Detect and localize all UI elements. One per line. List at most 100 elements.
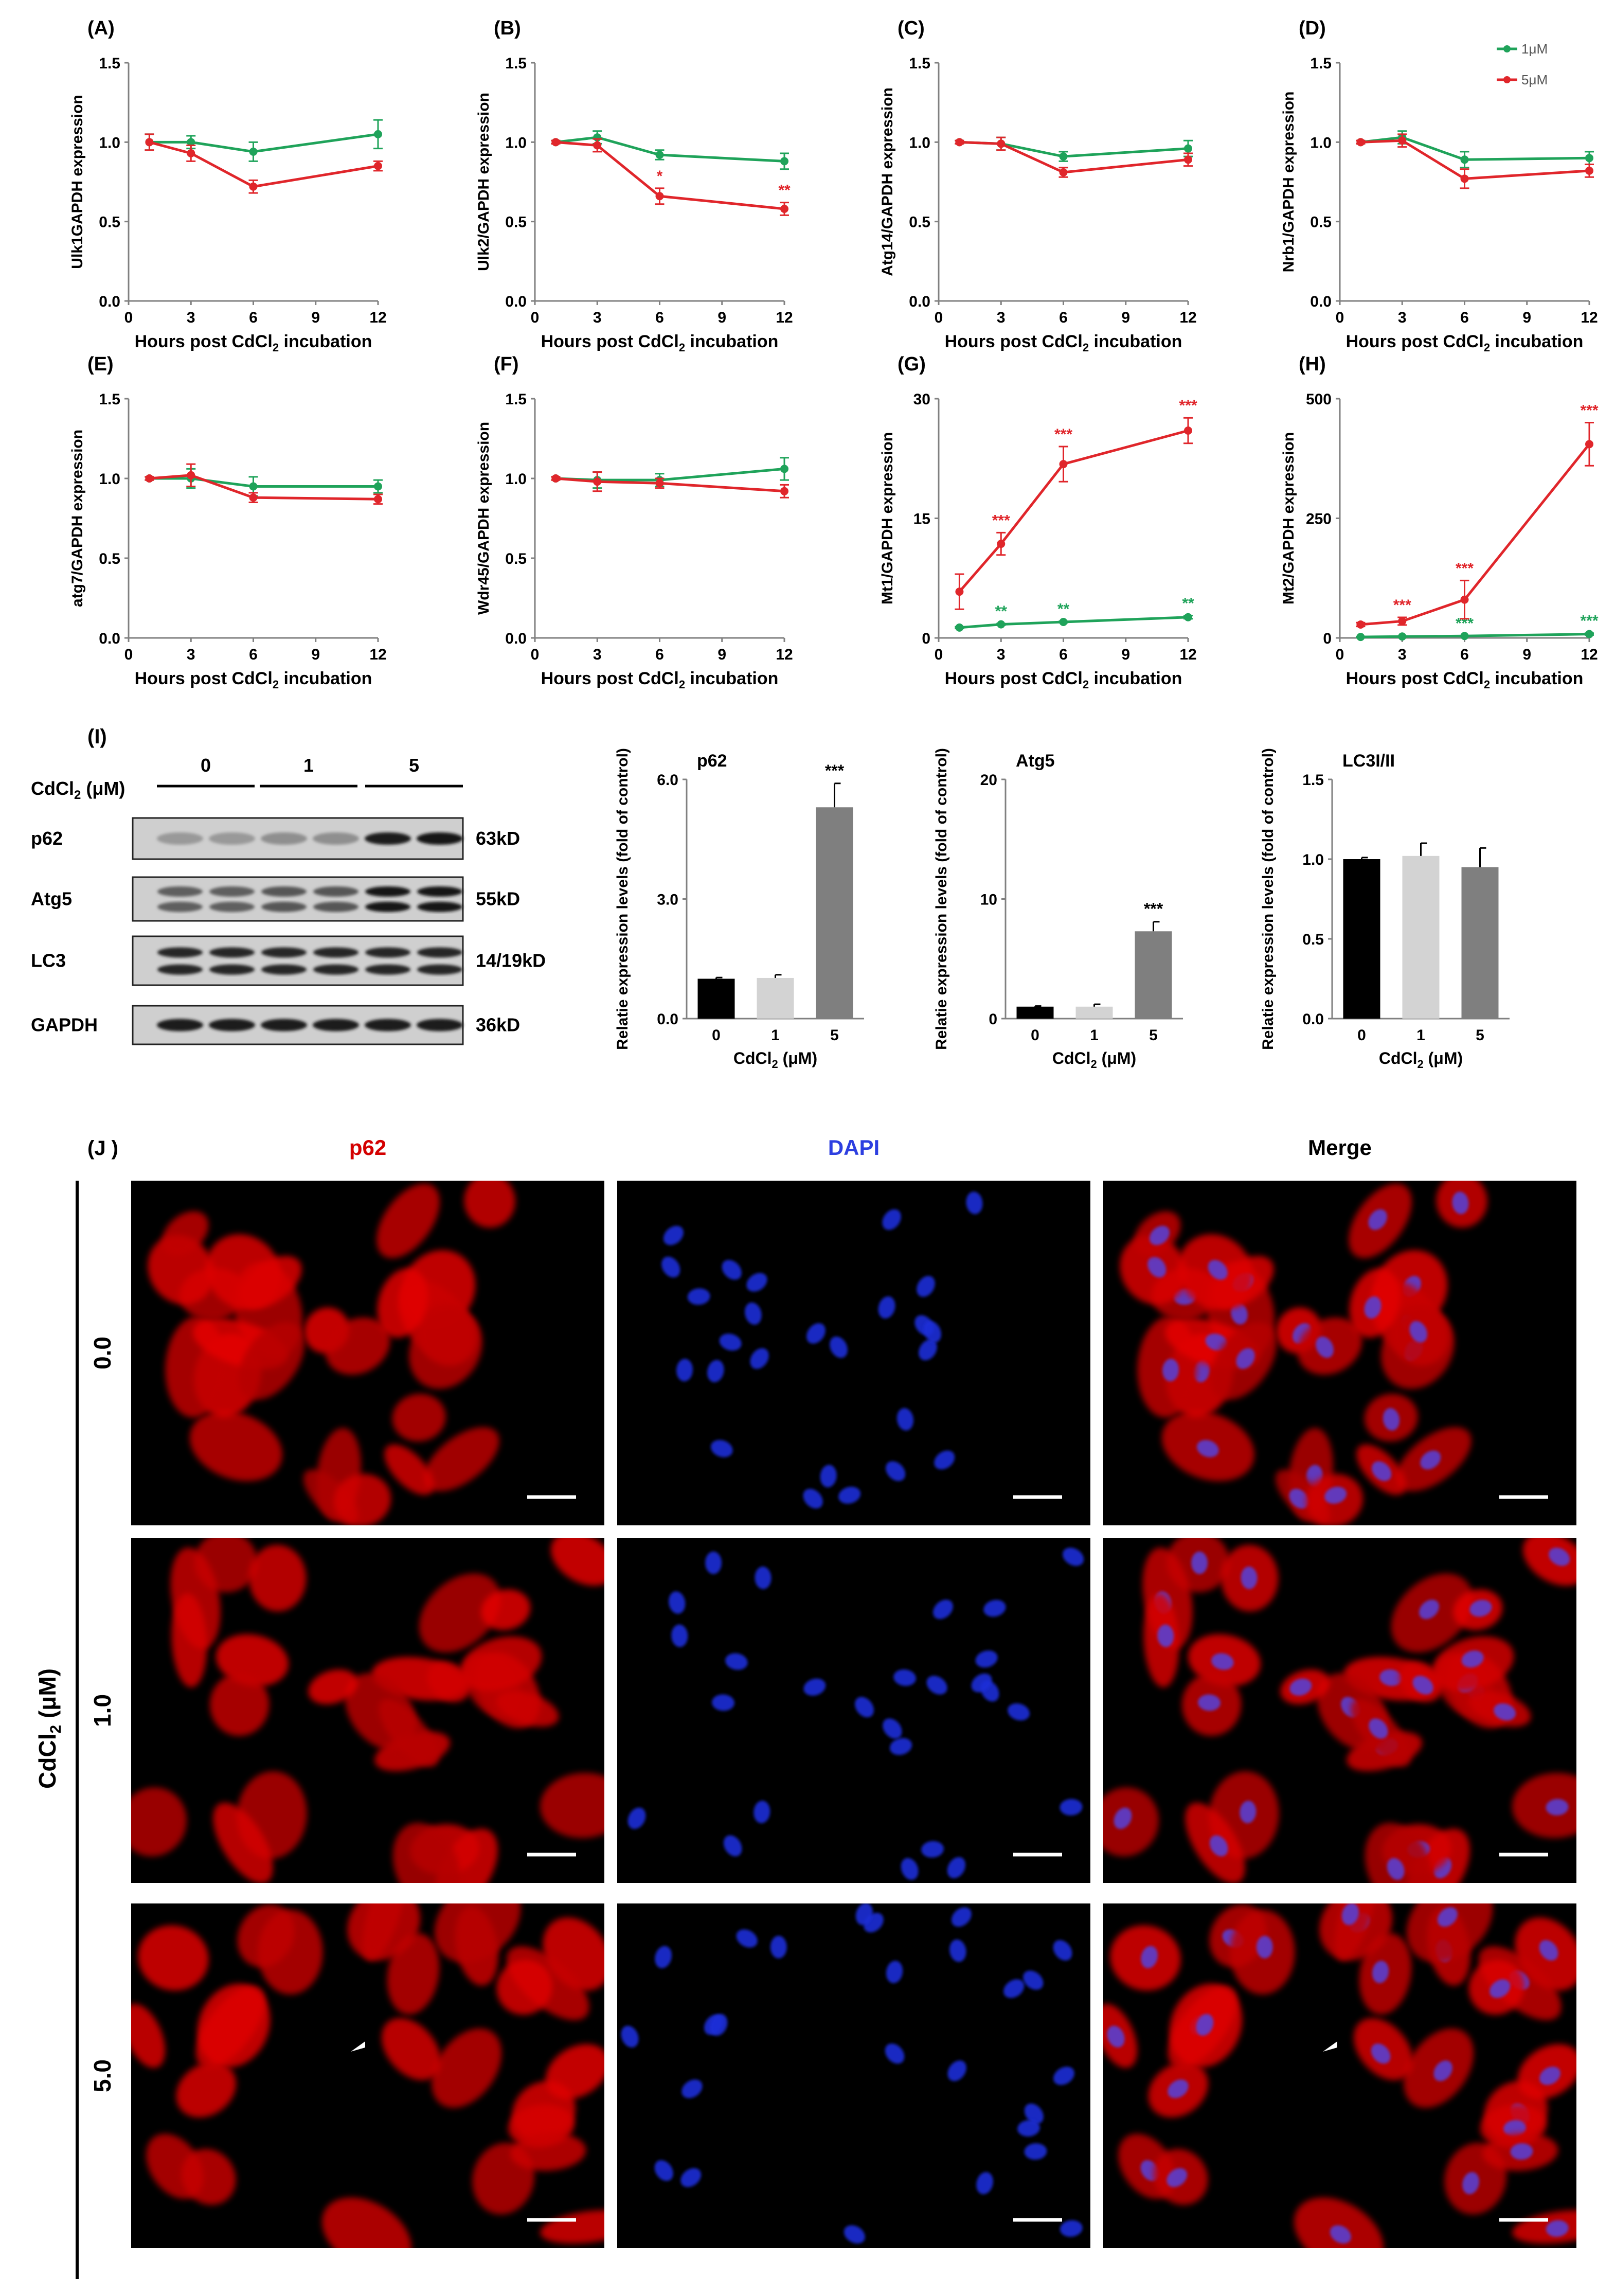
- cell-nucleus: [1546, 1799, 1569, 1816]
- data-point: [1585, 154, 1593, 163]
- cell-cytoplasm: [384, 1444, 434, 1495]
- series-line-5um: [1360, 443, 1590, 626]
- blot-band-upper: [365, 886, 410, 897]
- x-tick-label: 6: [655, 646, 664, 663]
- significance-mark: ***: [1179, 397, 1197, 414]
- x-axis-label-main: Hours post CdCl: [1346, 332, 1484, 351]
- cell-nucleus: [655, 1946, 672, 1968]
- series-line-1um: [1360, 633, 1590, 638]
- cell-cytoplasm: [550, 1538, 604, 1586]
- x-tick-label: 12: [776, 646, 793, 663]
- bar-5: [816, 807, 853, 1019]
- x-axis-label-sub: 2: [1083, 678, 1089, 691]
- blot-band-upper: [261, 886, 307, 897]
- cell-cytoplasm: [216, 1634, 289, 1687]
- blot-band-upper: [209, 947, 255, 958]
- cell-nucleus: [1017, 2120, 1040, 2137]
- blot-band-lower: [313, 901, 358, 912]
- blot-band-lower: [365, 901, 410, 912]
- data-point: [955, 588, 964, 596]
- blot-row-label: LC3: [31, 950, 66, 971]
- cell-nucleus: [1053, 1940, 1072, 1961]
- cell-nucleus: [712, 1694, 735, 1711]
- cell-nucleus: [926, 1676, 947, 1695]
- y-tick-label: 1.0: [99, 471, 120, 488]
- x-tick-label: 12: [1581, 646, 1598, 663]
- data-point: [374, 482, 382, 491]
- x-axis-label-main: Hours post CdCl: [541, 332, 679, 351]
- blot-size-label: 55kD: [476, 888, 520, 910]
- micro-row-label: 1.0: [89, 1694, 116, 1727]
- x-tick-label: 0: [1031, 1027, 1039, 1044]
- cell-nucleus: [1549, 1547, 1570, 1566]
- data-point: [249, 482, 258, 491]
- blot-band: [417, 1019, 463, 1031]
- y-axis-label: atg7/GAPDH expression: [69, 430, 86, 607]
- cell-nucleus: [1539, 2067, 1560, 2085]
- cell-nucleus: [687, 1288, 710, 1305]
- y-tick-label: 0.5: [1302, 931, 1324, 948]
- x-tick-label: 6: [655, 309, 664, 326]
- bar-charts: p62 0.0 3.0 6.0 Relatie expression levels (f…: [614, 748, 1510, 1071]
- x-tick-label: 12: [369, 309, 386, 326]
- x-axis-label: CdCl2 (μM): [1379, 1049, 1463, 1071]
- panel-label: (A): [87, 17, 115, 39]
- y-axis-label: Ulk2/GAPDH expression: [475, 93, 492, 271]
- cell-cytoplasm: [362, 1903, 404, 1961]
- cell-nucleus: [1494, 1703, 1516, 1721]
- y-tick-label: 15: [913, 511, 930, 528]
- cell-nucleus: [889, 1738, 912, 1755]
- blot-band-lower: [417, 901, 462, 912]
- y-axis-label: Mt1/GAPDH expression: [879, 432, 896, 604]
- x-tick-label: 12: [1179, 646, 1196, 663]
- cell-cytoplasm: [248, 1544, 307, 1612]
- cell-nucleus: [1141, 1946, 1158, 1968]
- data-point: [249, 182, 258, 191]
- y-tick-label: 1.5: [505, 55, 527, 72]
- series-line-5um: [1360, 139, 1590, 180]
- data-point: [655, 192, 664, 201]
- cell-nucleus: [893, 1669, 917, 1686]
- cell-nucleus: [885, 1461, 906, 1481]
- blot-row-p62: p62 63kD: [31, 817, 520, 860]
- x-tick-label: 1: [1090, 1027, 1099, 1044]
- blot-band: [365, 832, 411, 845]
- data-point: [249, 493, 258, 502]
- x-tick-label: 3: [997, 646, 1006, 663]
- blot-size-label: 14/19kD: [476, 950, 546, 971]
- x-axis-label-sub: 2: [1090, 1058, 1097, 1071]
- data-point: [187, 149, 195, 157]
- bar-0: [697, 978, 735, 1019]
- x-axis-label-rest: incubation: [279, 332, 372, 351]
- blot-row-gapdh: GAPDH 36kD: [31, 1005, 520, 1045]
- x-axis-label: Hours post CdCl2 incubation: [135, 669, 372, 691]
- blot-band-lower: [157, 964, 203, 975]
- x-axis-label-sub: 2: [273, 678, 279, 691]
- micro-side-sub: 2: [47, 1725, 64, 1734]
- cell-nucleus: [1341, 1903, 1359, 1926]
- cell-nucleus: [1209, 1835, 1228, 1857]
- data-point: [1398, 632, 1407, 641]
- blot-band-upper: [365, 947, 410, 958]
- cell-nucleus: [838, 1486, 861, 1504]
- cell-nucleus: [1147, 1256, 1167, 1278]
- cell-nucleus: [676, 1359, 693, 1382]
- data-point: [655, 479, 664, 488]
- cell-nucleus: [886, 1961, 903, 1984]
- data-point: [1059, 152, 1068, 161]
- blot-band-lower: [157, 901, 203, 912]
- data-point: [1460, 155, 1469, 164]
- x-tick-label: 6: [249, 646, 258, 663]
- cell-nucleus: [803, 1488, 823, 1509]
- y-tick-label: 1.5: [1310, 55, 1332, 72]
- cell-cytoplasm: [131, 1787, 187, 1857]
- cell-nucleus: [1060, 2220, 1083, 2237]
- y-axis-label: Atg14/GAPDH expression: [879, 87, 896, 276]
- x-axis-label-rest: incubation: [1490, 332, 1583, 351]
- y-tick-label: 0: [922, 630, 930, 647]
- series-line-5um: [149, 474, 379, 501]
- cell-nucleus: [755, 1567, 771, 1590]
- cell-nucleus: [1157, 1624, 1174, 1647]
- y-tick-label: 3.0: [657, 892, 678, 909]
- series-line-1um: [149, 477, 378, 488]
